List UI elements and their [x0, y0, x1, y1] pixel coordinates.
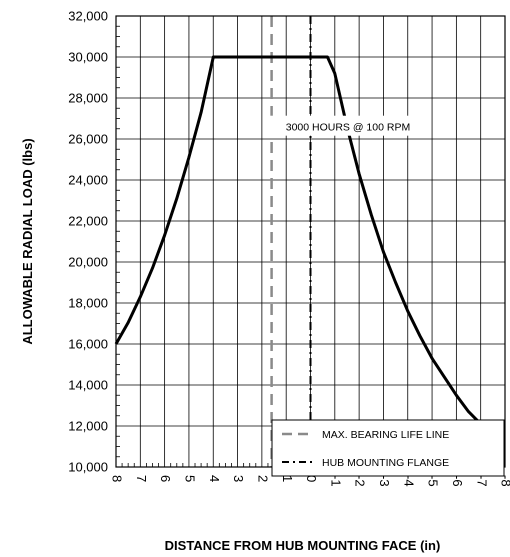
x-tick-label: 7	[134, 475, 149, 482]
y-tick-label: 32,000	[68, 9, 108, 24]
y-tick-labels: 10,000 12,000 14,000 16,000 18,000 20,000 22,0…	[68, 9, 108, 475]
x-tick-label: 4	[207, 475, 222, 482]
y-tick-label: 30,000	[68, 50, 108, 65]
x-tick-label: -1	[328, 475, 343, 487]
x-tick-label: 8	[110, 475, 125, 482]
x-axis-title: DISTANCE FROM HUB MOUNTING FACE (in)	[165, 538, 441, 553]
x-tick-label: -5	[426, 475, 441, 487]
x-tick-label: 6	[158, 475, 173, 482]
x-tick-label: -7	[474, 475, 489, 487]
x-tick-label: 3	[231, 475, 246, 482]
y-tick-label: 18,000	[68, 296, 108, 311]
x-tick-label: 0	[304, 475, 319, 482]
series-layer	[114, 55, 506, 436]
y-tick-label: 24,000	[68, 173, 108, 188]
y-tick-label: 22,000	[68, 214, 108, 229]
annotation-box	[264, 115, 429, 136]
x-tick-label: -2	[353, 475, 368, 487]
x-tick-label: -8	[499, 475, 510, 487]
y-tick-label: 20,000	[68, 255, 108, 270]
y-tick-label: 28,000	[68, 91, 108, 106]
annotation: 3000 HOURS @ 100 RPM	[264, 115, 429, 136]
series-line	[114, 55, 506, 436]
annotation-label: 3000 HOURS @ 100 RPM	[286, 122, 410, 134]
y-tick-label: 16,000	[68, 337, 108, 352]
legend-box	[271, 419, 505, 477]
y-tick-label: 12,000	[68, 419, 108, 434]
y-axis-title: ALLOWABLE RADIAL LOAD (lbs)	[20, 138, 35, 344]
minor-ticks	[116, 25, 500, 467]
x-tick-label: -3	[377, 475, 392, 487]
x-tick-label: 1	[280, 475, 295, 482]
x-tick-label: -6	[450, 475, 465, 487]
legend-label-max-bearing-life-line: MAX. BEARING LIFE LINE	[322, 429, 449, 441]
y-tick-label: 26,000	[68, 132, 108, 147]
x-tick-label: 2	[255, 475, 270, 482]
legend: MAX. BEARING LIFE LINE HUB MOUNTING FLAN…	[271, 419, 505, 477]
x-tick-label: -4	[401, 475, 416, 487]
y-tick-label: 10,000	[68, 460, 108, 475]
x-tick-labels: 8 7 6 5 4 3 2 1 0 -1 -2 -3 -4 -5 -6 -7 -8	[110, 475, 510, 487]
x-tick-label: 5	[183, 475, 198, 482]
reference-lines	[270, 16, 312, 467]
legend-label-hub-mounting-flange: HUB MOUNTING FLANGE	[322, 457, 449, 469]
y-tick-label: 14,000	[68, 378, 108, 393]
